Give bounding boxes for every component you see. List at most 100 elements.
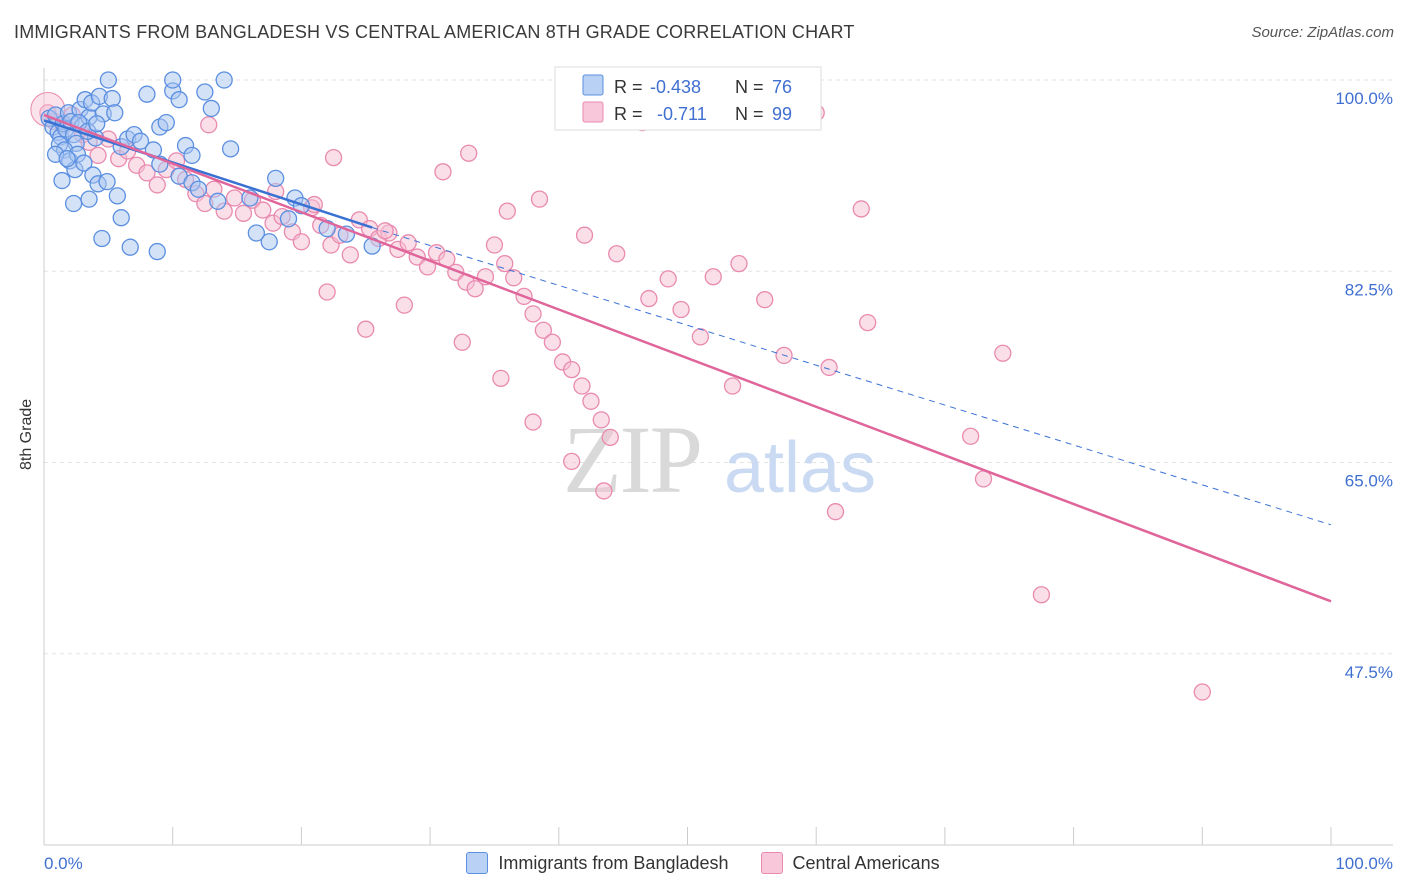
central-americans-point-52 — [534, 321, 553, 339]
bangladesh-point-56 — [209, 192, 227, 210]
bangladesh-point-55 — [189, 180, 208, 198]
bangladesh-point-64 — [267, 169, 285, 188]
chart-title: IMMIGRANTS FROM BANGLADESH VS CENTRAL AM… — [14, 22, 855, 42]
bangladesh-point-48 — [80, 190, 98, 208]
central-americans-point-69 — [575, 226, 594, 244]
bangladesh-point-35 — [215, 71, 233, 89]
central-americans-point-84 — [1193, 683, 1211, 701]
bangladesh-point-49 — [108, 187, 127, 205]
bottom-legend-swatch-pink — [760, 852, 783, 874]
bangladesh-point-51 — [93, 229, 111, 248]
central-americans-point-80 — [994, 344, 1012, 362]
bangladesh-point-45 — [98, 172, 116, 191]
bottom-legend-item-central-americans[interactable]: Central Americans — [760, 852, 940, 874]
axes — [43, 68, 1393, 846]
watermark-atlas: atlas — [724, 428, 876, 508]
bangladesh-point-25 — [138, 85, 156, 103]
x-tick-label-1: 100.0% — [1335, 854, 1393, 873]
watermark-zip: ZIP — [563, 406, 701, 513]
central-americans-point-38 — [399, 234, 417, 252]
central-americans-point-87 — [318, 283, 336, 301]
bangladesh-point-58 — [279, 210, 298, 228]
central-americans-point-59 — [601, 428, 619, 447]
central-americans-point-98 — [723, 377, 742, 395]
legend-n-value-1: 76 — [772, 77, 792, 97]
central-americans-point-73 — [704, 268, 722, 286]
bottom-legend-item-bangladesh[interactable]: Immigrants from Bangladesh — [466, 852, 729, 874]
legend-box: R = -0.438 N = 76 R = -0.711 N = 99 — [554, 66, 822, 131]
central-americans-point-27 — [292, 233, 311, 251]
legend-r-label-2: R = — [614, 104, 643, 124]
central-americans-point-60 — [200, 116, 218, 134]
central-americans-point-77 — [820, 358, 838, 377]
legend-swatch-pink — [582, 101, 604, 123]
central-americans-point-67 — [498, 202, 516, 220]
bangladesh-point-74 — [88, 115, 106, 133]
bangladesh-point-19 — [99, 71, 117, 89]
central-americans-point-70 — [608, 245, 626, 263]
bangladesh-point-36 — [164, 71, 182, 89]
bangladesh-point-33 — [196, 83, 214, 101]
central-americans-point-45 — [466, 280, 484, 298]
x-tick-label-0: 0.0% — [44, 854, 83, 873]
central-americans-point-97 — [691, 328, 710, 346]
bangladesh-point-71 — [58, 150, 76, 168]
central-americans-point-32 — [341, 246, 359, 264]
bangladesh-trend-line — [43, 119, 373, 229]
central-americans-point-96 — [672, 300, 690, 319]
central-americans-point-65 — [434, 163, 452, 181]
chart-source: Source: ZipAtlas.com — [1251, 24, 1394, 41]
legend-r-label-1: R = — [614, 77, 643, 97]
y-tick-label-2: 82.5% — [1345, 280, 1393, 299]
central-americans-point-79 — [961, 427, 980, 445]
central-americans-point-72 — [659, 270, 677, 288]
bangladesh-point-20 — [103, 89, 121, 108]
central-americans-point-89 — [395, 296, 414, 314]
central-americans-point-55 — [563, 360, 581, 379]
central-americans-point-75 — [756, 291, 774, 309]
central-americans-trend-line — [43, 113, 1332, 603]
central-americans-point-95 — [640, 289, 658, 308]
central-americans-point-12 — [148, 176, 166, 194]
legend-n-label-2: N = — [735, 104, 764, 124]
central-americans-point-11 — [138, 164, 156, 182]
central-americans-point-56 — [573, 377, 591, 395]
bottom-legend-label-central-americans: Central Americans — [792, 852, 940, 873]
bangladesh-point-34 — [202, 99, 220, 118]
bangladesh-point-61 — [260, 233, 278, 251]
bangladesh-point-24 — [131, 132, 150, 150]
central-americans-point-86 — [852, 200, 870, 218]
central-americans-point-47 — [485, 236, 504, 254]
central-americans-point-23 — [254, 201, 272, 219]
central-americans-point-53 — [543, 333, 562, 351]
tick-labels: 47.5% 65.0% 82.5% 100.0% 0.0% 100.0% — [44, 89, 1393, 873]
legend-n-label-1: N = — [735, 77, 764, 97]
central-americans-point-88 — [357, 320, 375, 338]
central-americans-point-74 — [730, 254, 748, 273]
y-tick-label-1: 65.0% — [1345, 472, 1393, 491]
watermark: ZIP atlas — [563, 406, 876, 513]
bangladesh-point-50 — [112, 209, 130, 227]
central-americans-point-58 — [592, 411, 610, 429]
bangladesh-point-75 — [106, 104, 124, 122]
bangladesh-point-47 — [64, 194, 83, 213]
bangladesh-point-68 — [148, 242, 166, 261]
central-americans-point-21 — [234, 204, 253, 222]
central-americans-point-20 — [225, 189, 244, 207]
series-central-americans — [30, 92, 1211, 701]
bangladesh-point-46 — [53, 171, 71, 190]
central-americans-point-64 — [376, 222, 394, 240]
central-americans-point-68 — [530, 190, 549, 208]
trend-lines — [43, 113, 1332, 603]
bangladesh-point-32 — [183, 146, 201, 165]
central-americans-point-93 — [563, 452, 581, 471]
central-americans-point-63 — [324, 148, 343, 167]
central-americans-point-78 — [859, 313, 877, 332]
bottom-legend: Immigrants from Bangladesh Central Ameri… — [0, 852, 1406, 874]
central-americans-point-92 — [524, 413, 542, 431]
y-tick-label-3: 100.0% — [1335, 89, 1393, 108]
bangladesh-point-69 — [247, 224, 266, 242]
legend-swatch-blue — [582, 74, 604, 96]
series-bangladesh — [40, 71, 381, 261]
